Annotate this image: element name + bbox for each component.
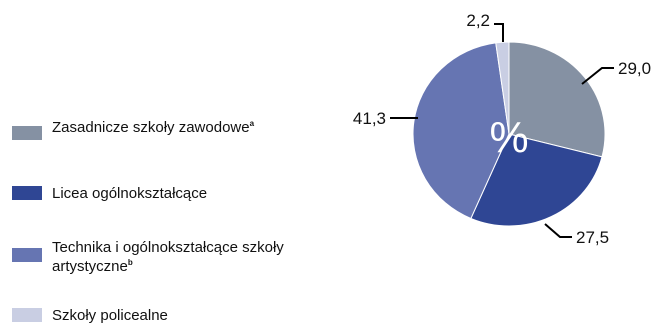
legend-superscript: b (127, 258, 133, 267)
legend-label: Licea ogólnokształcące (52, 185, 208, 202)
legend-label: Szkoły policealne (52, 307, 168, 324)
legend-swatch (12, 126, 42, 140)
value-label: 2,2 (466, 11, 490, 30)
legend-swatch (12, 308, 42, 322)
slice-policealne (495, 41, 510, 135)
legend-item-technika: Technika i ogólnokształcące szkoły artys… (12, 238, 292, 276)
leader-line (581, 67, 614, 85)
legend: Zasadnicze szkoły zawodowea Licea ogólno… (12, 0, 312, 324)
center-label: % (489, 113, 528, 162)
legend-label: Zasadnicze szkoły zawodowe (52, 119, 250, 136)
slice-licea (470, 133, 603, 227)
value-label: 41,3 (353, 109, 386, 128)
legend-superscript: a (249, 119, 255, 128)
value-label: 29,0 (618, 59, 651, 78)
legend-swatch (12, 248, 42, 262)
leader-line (544, 223, 572, 238)
legend-item-zasadnicze: Zasadnicze szkoły zawodowea (12, 118, 292, 140)
leader-line (494, 23, 504, 42)
legend-swatch (12, 186, 42, 200)
slice-technika (412, 42, 510, 220)
legend-item-policealne: Szkoły policealne (12, 306, 292, 325)
legend-label: Technika i ogólnokształcące szkoły artys… (52, 239, 284, 275)
slice-zasadnicze (508, 41, 606, 158)
value-label: 27,5 (576, 228, 609, 247)
legend-item-licea: Licea ogólnokształcące (12, 184, 292, 203)
